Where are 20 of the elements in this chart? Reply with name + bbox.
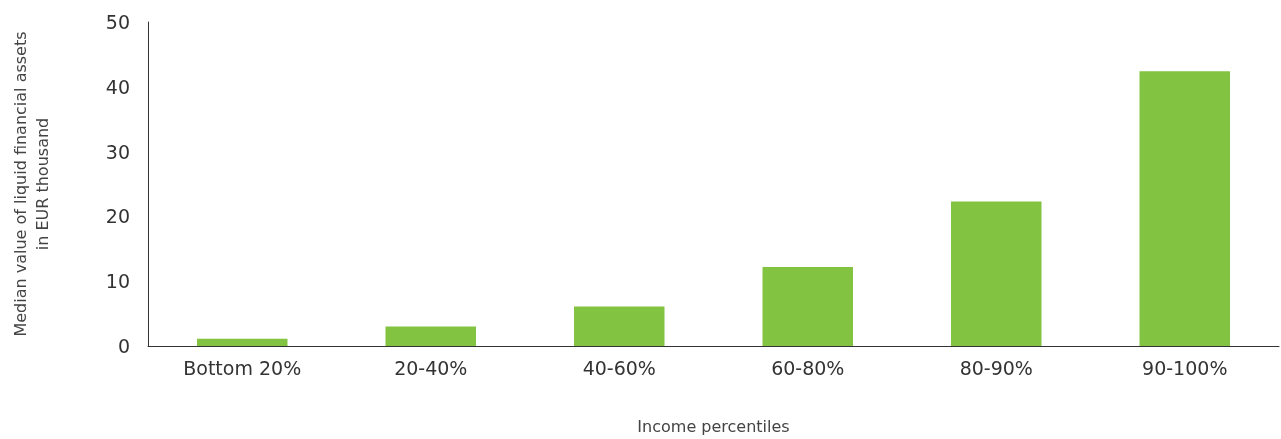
bar	[1139, 71, 1230, 346]
y-tick-label: 0	[117, 335, 130, 357]
x-tick-label: 90-100%	[1142, 356, 1228, 379]
bar	[762, 266, 853, 346]
bar	[197, 338, 288, 346]
x-tick-label: 60-80%	[771, 356, 845, 379]
y-tick-label: 20	[105, 205, 130, 228]
y-tick-label: 10	[105, 270, 130, 293]
y-tick-label: 40	[105, 75, 130, 98]
x-tick-label: Bottom 20%	[183, 356, 302, 379]
y-tick-label: 50	[105, 11, 130, 33]
y-axis-title: Median value of liquid financial assets in EUR thousand	[10, 31, 52, 337]
y-tick-label: 30	[105, 140, 130, 163]
x-tick-label: 80-90%	[959, 356, 1033, 379]
x-tick-label: 40-60%	[582, 356, 656, 379]
x-tick-label: 20-40%	[394, 356, 468, 379]
bar	[574, 306, 665, 346]
bar	[951, 201, 1042, 346]
bar	[385, 326, 476, 346]
x-axis-title: Income percentiles	[637, 416, 790, 436]
